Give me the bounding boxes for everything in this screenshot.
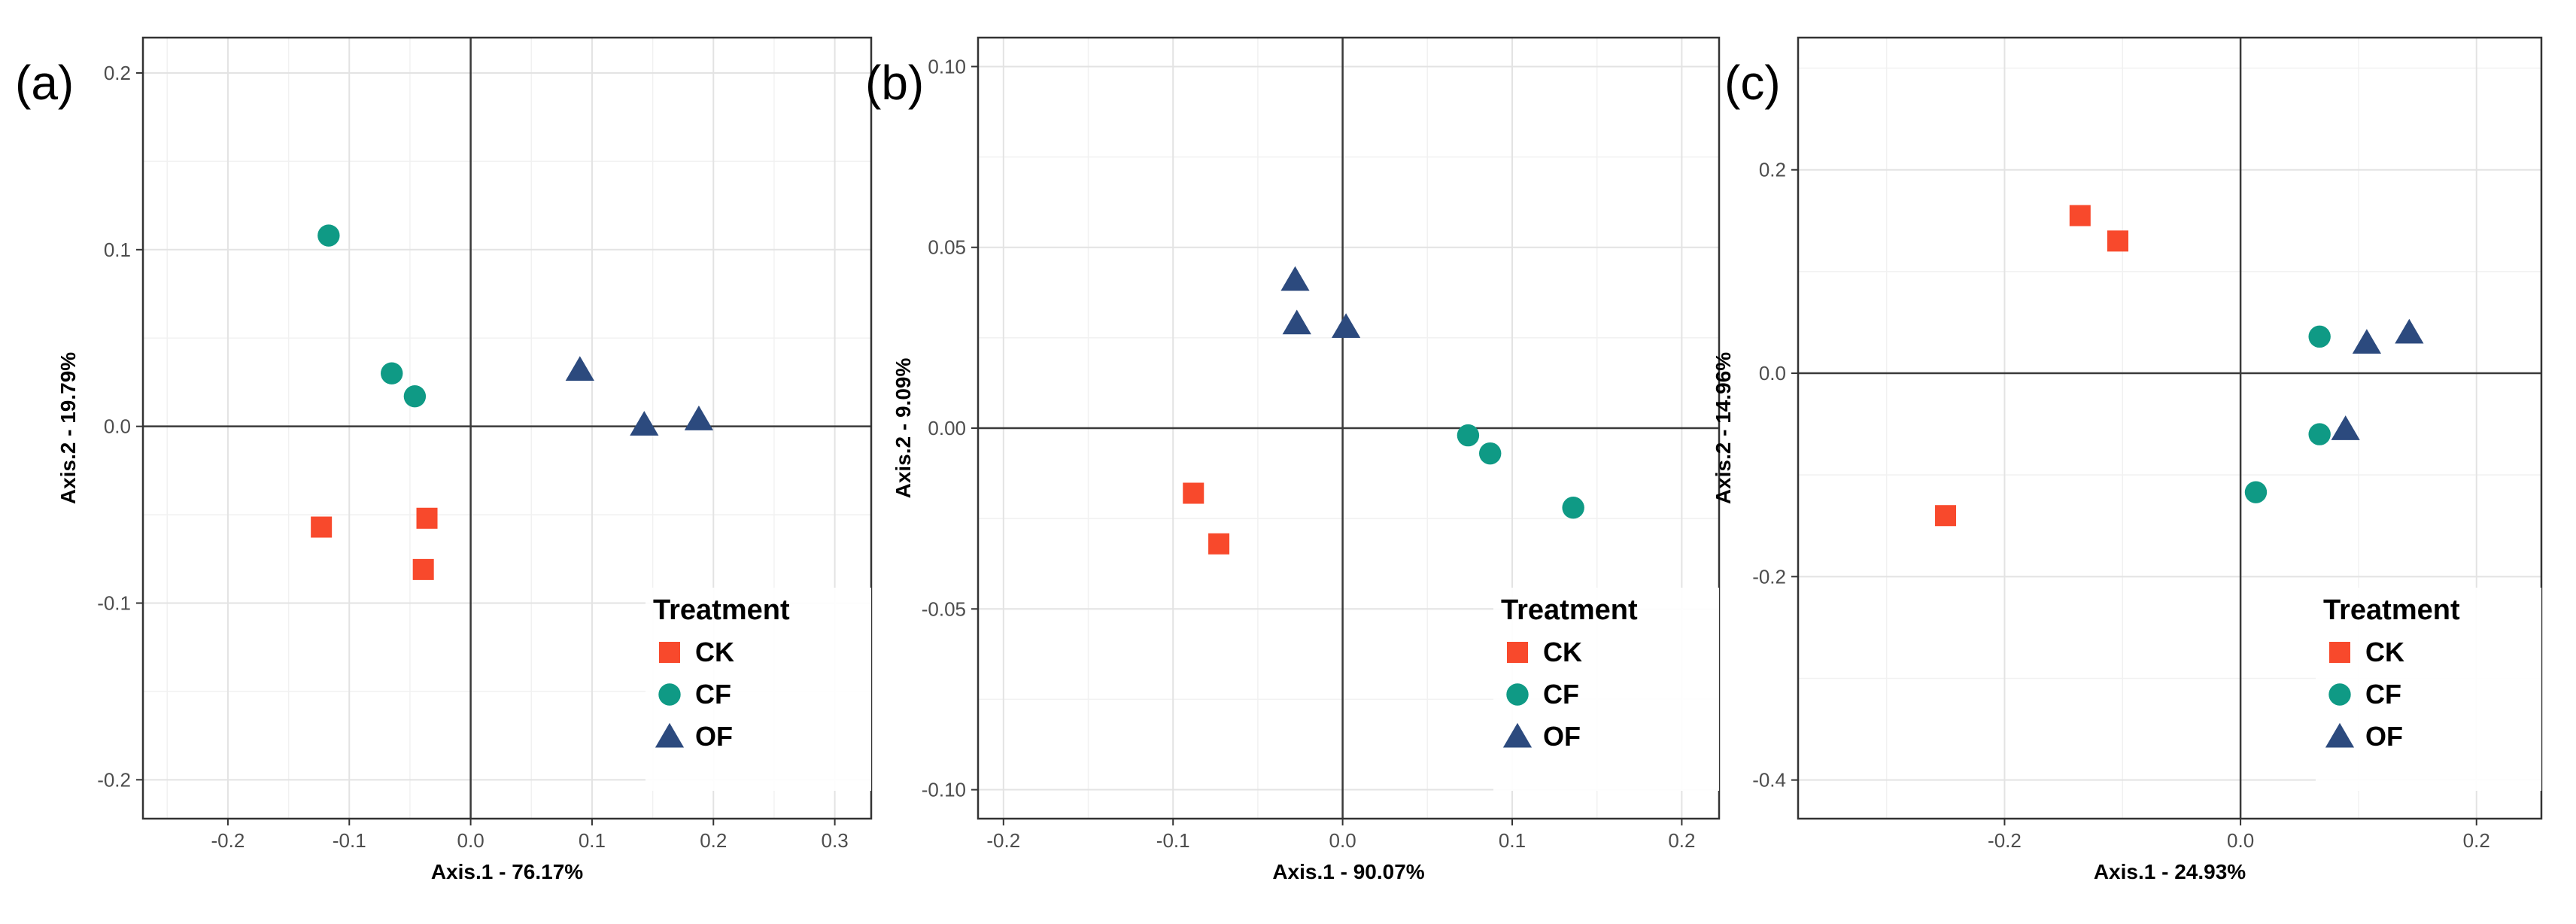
y-axis-title: Axis.2 - 14.96% bbox=[1712, 352, 1735, 504]
legend-label-cf: CF bbox=[1543, 679, 1579, 710]
point-of bbox=[2395, 318, 2424, 344]
legend-label-of: OF bbox=[695, 721, 733, 752]
x-tick-label: 0.0 bbox=[457, 829, 485, 852]
legend-key-of bbox=[2325, 722, 2355, 748]
y-tick-label: 0.0 bbox=[1759, 362, 1786, 384]
x-tick-label: -0.1 bbox=[1156, 829, 1190, 852]
point-ck bbox=[1183, 482, 1204, 504]
legend-label-ck: CK bbox=[1543, 637, 1582, 667]
legend-key-cf bbox=[2328, 683, 2351, 706]
y-tick-label: -0.2 bbox=[1752, 565, 1786, 588]
point-ck bbox=[2107, 230, 2128, 252]
point-of bbox=[1282, 309, 1311, 335]
legend: Treatment CK CF OF bbox=[646, 588, 871, 791]
legend-background bbox=[646, 588, 871, 791]
legend-label-cf: CF bbox=[695, 679, 731, 710]
panel-label: (b) bbox=[865, 56, 924, 110]
legend-key-ck bbox=[2329, 642, 2350, 663]
point-of bbox=[1332, 313, 1361, 339]
panel-3: -0.2 0.0 0.2 -0.4 -0.2 0.0 0.2 Axis.1 - 24.93% A… bbox=[1712, 36, 2543, 883]
legend-label-of: OF bbox=[2365, 721, 2403, 752]
y-tick-label: 0.0 bbox=[104, 415, 131, 438]
x-tick-label: -0.2 bbox=[211, 829, 245, 852]
point-cf bbox=[2308, 325, 2331, 348]
point-cf bbox=[1562, 497, 1584, 519]
legend-title: Treatment bbox=[2323, 594, 2460, 626]
legend-key-of bbox=[1502, 722, 1533, 748]
legend-label-cf: CF bbox=[2365, 679, 2401, 710]
panel-label: (a) bbox=[15, 56, 74, 110]
legend-title: Treatment bbox=[1501, 594, 1638, 626]
y-tick-label: -0.1 bbox=[97, 591, 131, 614]
x-axis-title: Axis.1 - 90.07% bbox=[1272, 860, 1424, 883]
point-cf bbox=[403, 385, 427, 408]
point-of bbox=[565, 356, 594, 381]
legend-label-ck: CK bbox=[2365, 637, 2404, 667]
point-ck bbox=[311, 516, 333, 538]
panel-label: (c) bbox=[1724, 56, 1781, 110]
x-tick-label: 0.3 bbox=[822, 829, 849, 852]
y-axis-title: Axis.2 - 19.79% bbox=[56, 352, 80, 504]
x-tick-label: -0.2 bbox=[1988, 829, 2022, 852]
y-axis-title: Axis.2 - 9.09% bbox=[892, 358, 915, 499]
plot-border bbox=[141, 36, 873, 820]
y-tick-label: -0.05 bbox=[922, 597, 966, 620]
x-axis-title: Axis.1 - 76.17% bbox=[431, 860, 583, 883]
point-of bbox=[1280, 266, 1310, 291]
point-cf bbox=[1457, 424, 1480, 447]
point-cf bbox=[2244, 481, 2268, 503]
point-ck bbox=[416, 507, 438, 529]
y-tick-label: 0.05 bbox=[928, 236, 966, 259]
panel-1: -0.2 -0.1 0.0 0.1 0.2 0.3 -0.2 -0.1 0.0 0.1 0.2 Axi… bbox=[15, 36, 873, 883]
x-tick-label: -0.1 bbox=[333, 829, 366, 852]
legend: Treatment CK CF OF bbox=[1493, 588, 1719, 791]
x-tick-label: 0.1 bbox=[579, 829, 606, 852]
point-cf bbox=[2308, 423, 2331, 445]
point-ck bbox=[1935, 505, 1957, 527]
point-of bbox=[2352, 329, 2382, 354]
point-of bbox=[684, 406, 714, 430]
point-cf bbox=[1479, 442, 1502, 465]
x-tick-label: 0.0 bbox=[1329, 829, 1356, 852]
point-of bbox=[630, 411, 659, 436]
legend-label-of: OF bbox=[1543, 721, 1581, 752]
point-ck bbox=[412, 558, 434, 580]
y-tick-label: -0.4 bbox=[1752, 769, 1786, 792]
legend-key-of bbox=[655, 722, 685, 748]
legend-title: Treatment bbox=[653, 594, 790, 626]
x-tick-label: 0.1 bbox=[1499, 829, 1526, 852]
legend-background bbox=[1493, 588, 1719, 791]
y-tick-label: 0.1 bbox=[104, 239, 131, 261]
legend-key-cf bbox=[658, 683, 681, 706]
legend-label-ck: CK bbox=[695, 637, 734, 667]
y-tick-label: 0.00 bbox=[928, 417, 966, 439]
plot-border bbox=[1797, 36, 2543, 820]
y-tick-label: 0.10 bbox=[928, 55, 966, 78]
point-ck bbox=[2069, 205, 2091, 226]
legend-background bbox=[2316, 588, 2541, 791]
point-ck bbox=[1208, 533, 1230, 555]
x-tick-label: 0.2 bbox=[700, 829, 727, 852]
x-tick-label: 0.0 bbox=[2227, 829, 2254, 852]
y-tick-label: 0.2 bbox=[1759, 159, 1786, 181]
point-cf bbox=[317, 224, 340, 247]
y-tick-label: -0.2 bbox=[97, 768, 131, 791]
legend-key-cf bbox=[1506, 683, 1529, 706]
x-tick-label: -0.2 bbox=[986, 829, 1020, 852]
point-cf bbox=[381, 362, 403, 384]
x-tick-label: 0.2 bbox=[1668, 829, 1695, 852]
y-tick-label: -0.10 bbox=[922, 779, 966, 801]
x-axis-title: Axis.1 - 24.93% bbox=[2094, 860, 2246, 883]
y-tick-label: 0.2 bbox=[104, 62, 131, 84]
legend-key-ck bbox=[1507, 642, 1528, 663]
panel-2: -0.2 -0.1 0.0 0.1 0.2 -0.10 -0.05 0.00 0.05 0.10 A… bbox=[865, 36, 1721, 883]
legend: Treatment CK CF OF bbox=[2316, 588, 2541, 791]
point-of bbox=[2331, 415, 2360, 440]
x-tick-label: 0.2 bbox=[2463, 829, 2490, 852]
legend-key-ck bbox=[659, 642, 680, 663]
